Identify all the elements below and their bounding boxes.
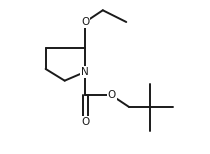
Text: O: O xyxy=(81,117,89,127)
Text: O: O xyxy=(108,90,116,100)
Text: O: O xyxy=(81,17,89,27)
Text: N: N xyxy=(81,67,89,77)
